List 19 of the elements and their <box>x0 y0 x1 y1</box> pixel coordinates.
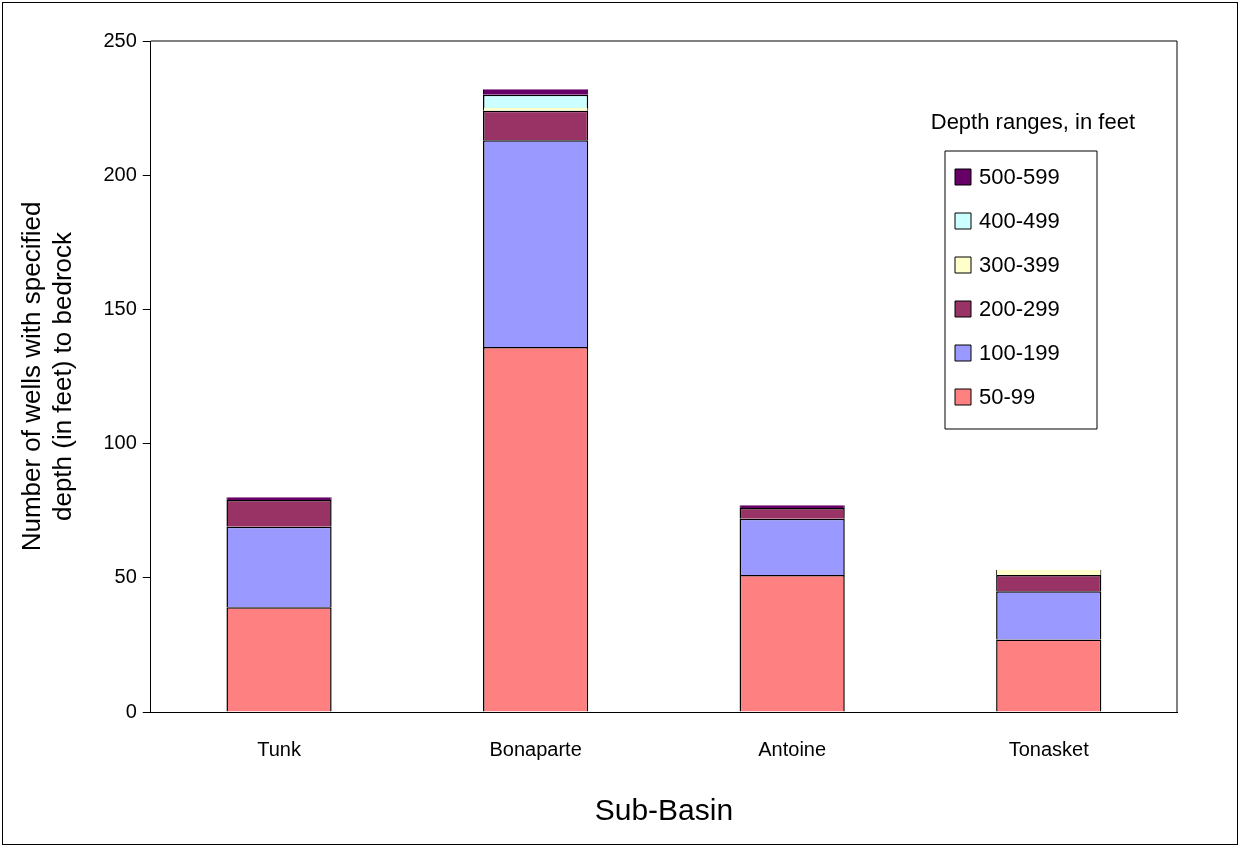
legend-label: 300-399 <box>979 252 1060 278</box>
x-tick-label: Tunk <box>257 737 302 760</box>
y-tick-label: 50 <box>114 565 137 588</box>
legend-label: 100-199 <box>979 340 1060 366</box>
legend-label: 200-299 <box>979 296 1060 322</box>
legend-label: 400-499 <box>979 208 1060 234</box>
x-tick-label: Tonasket <box>1008 737 1090 760</box>
legend-label: 50-99 <box>979 384 1036 410</box>
y-tick-label: 150 <box>103 296 137 319</box>
x-tick-label: Bonaparte <box>489 737 582 760</box>
legend-label: 500-599 <box>979 164 1060 190</box>
x-axis-title: Sub-Basin <box>594 793 734 827</box>
y-tick-label: 100 <box>103 431 137 454</box>
y-tick-label: 200 <box>103 162 137 185</box>
legend-title: Depth ranges, in feet <box>930 109 1135 135</box>
y-tick-label: 250 <box>103 28 137 51</box>
y-axis-title: Number of wells with specified depth (in feet) to bedrock <box>15 201 77 552</box>
x-tick-label: Antoine <box>758 737 827 760</box>
y-tick-label: 0 <box>125 699 137 722</box>
